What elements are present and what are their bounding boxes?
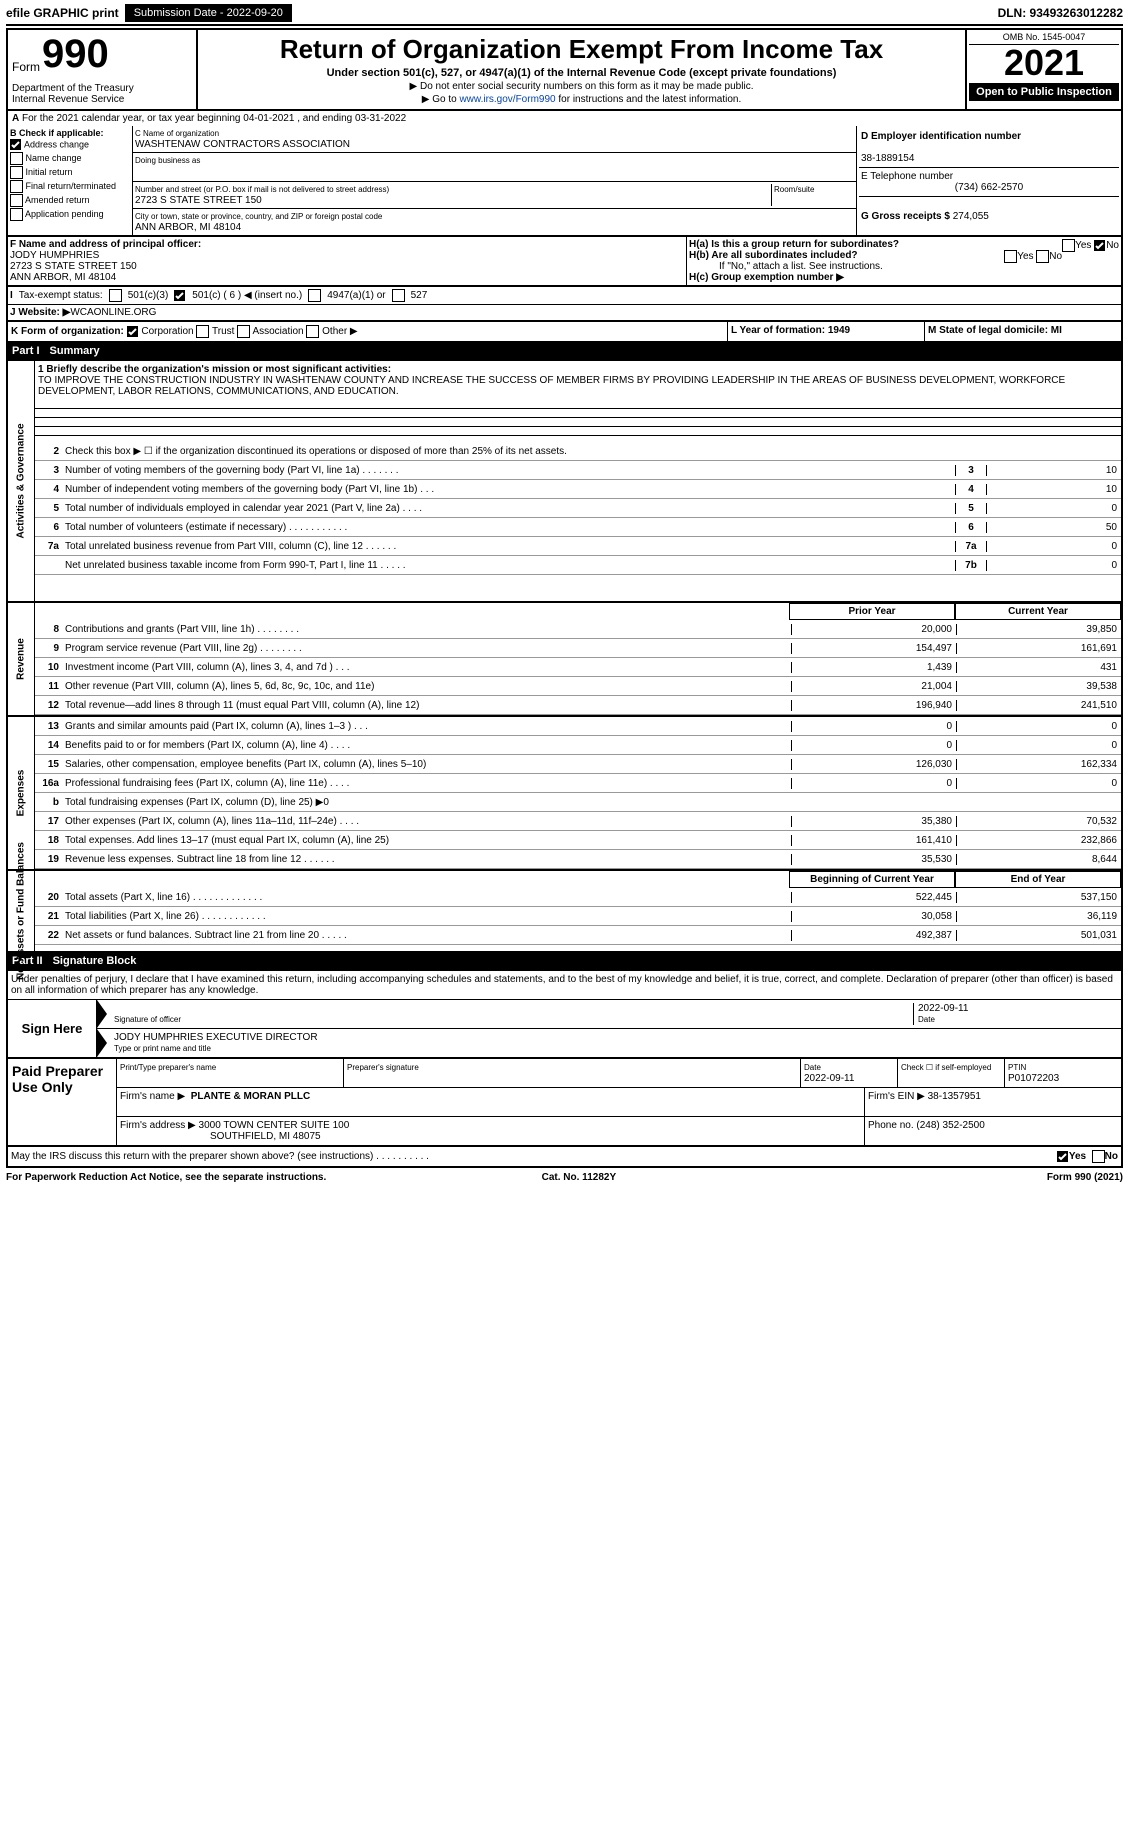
state-domicile: M State of legal domicile: MI — [924, 322, 1121, 341]
ein: 38-1889154 — [861, 153, 914, 164]
footer-form: Form 990 (2021) — [1047, 1172, 1123, 1183]
ha-no-checked[interactable] — [1094, 240, 1106, 252]
sig-date: 2022-09-11 — [918, 1003, 968, 1014]
hb-no[interactable] — [1036, 250, 1049, 263]
ha-yes[interactable] — [1062, 239, 1075, 252]
part2-header: Part II Signature Block — [6, 953, 1123, 969]
city: ANN ARBOR, MI 48104 — [135, 222, 241, 233]
col-prior: Prior Year — [789, 603, 955, 620]
k-trust[interactable] — [196, 325, 209, 338]
col-current: Current Year — [955, 603, 1121, 620]
4947-box[interactable] — [308, 289, 321, 302]
firm-addr1: 3000 TOWN CENTER SUITE 100 — [199, 1120, 350, 1131]
vlabel-gov: Activities & Governance — [16, 423, 27, 538]
website-url[interactable]: WCAONLINE.ORG — [70, 307, 156, 318]
k-assoc[interactable] — [237, 325, 250, 338]
form-number: 990 — [42, 34, 109, 74]
col-begin: Beginning of Current Year — [789, 871, 955, 888]
checkbox-initial-return[interactable] — [10, 166, 23, 179]
checkbox-name-change[interactable] — [10, 152, 23, 165]
firm-phone: (248) 352-2500 — [916, 1120, 984, 1131]
org-name: WASHTENAW CONTRACTORS ASSOCIATION — [135, 139, 350, 150]
part1-header: Part I Summary — [6, 343, 1123, 359]
arrow-icon — [97, 1029, 107, 1057]
irs-link[interactable]: www.irs.gov/Form990 — [459, 94, 555, 105]
may-discuss: May the IRS discuss this return with the… — [11, 1151, 429, 1162]
checkbox-app-pending[interactable] — [10, 208, 23, 221]
note2-pre: ▶ Go to — [422, 94, 460, 105]
form-note1: ▶ Do not enter social security numbers o… — [202, 81, 961, 92]
efile-label: efile GRAPHIC print — [6, 6, 119, 20]
open-public-badge: Open to Public Inspection — [969, 83, 1119, 101]
ptin: P01072203 — [1008, 1073, 1059, 1084]
may-no[interactable] — [1092, 1150, 1105, 1163]
col-end: End of Year — [955, 871, 1121, 888]
prep-date: 2022-09-11 — [804, 1073, 854, 1084]
footer-cat: Cat. No. 11282Y — [542, 1172, 616, 1183]
gross-receipts: 274,055 — [953, 211, 989, 222]
submission-date-button[interactable]: Submission Date - 2022-09-20 — [125, 4, 292, 22]
k-other[interactable] — [306, 325, 319, 338]
firm-ein: 38-1357951 — [928, 1091, 981, 1102]
sign-here-label: Sign Here — [8, 1000, 97, 1057]
firm-name: PLANTE & MORAN PLLC — [191, 1091, 310, 1102]
k-corporation-checked[interactable] — [127, 326, 139, 338]
dln-label: DLN: 93493263012282 — [998, 6, 1123, 20]
tax-year: 2021 — [969, 45, 1119, 81]
checkbox-final-return[interactable] — [10, 180, 23, 193]
mission-text: TO IMPROVE THE CONSTRUCTION INDUSTRY IN … — [38, 375, 1065, 397]
dept-label: Department of the Treasury Internal Reve… — [12, 83, 192, 105]
501c-checked[interactable] — [174, 290, 186, 302]
phone: (734) 662-2570 — [861, 182, 1117, 193]
note2-post: for instructions and the latest informat… — [556, 94, 742, 105]
form-word: Form — [12, 60, 40, 74]
vlabel-net: Net Assets or Fund Balances — [16, 842, 27, 980]
year-formation: L Year of formation: 1949 — [727, 322, 924, 341]
may-yes-checked[interactable] — [1057, 1151, 1069, 1163]
street: 2723 S STATE STREET 150 — [135, 195, 262, 206]
declaration: Under penalties of perjury, I declare th… — [8, 971, 1121, 1000]
hb-yes[interactable] — [1004, 250, 1017, 263]
501c3-box[interactable] — [109, 289, 122, 302]
form-subtitle: Under section 501(c), 527, or 4947(a)(1)… — [202, 67, 961, 79]
form-title: Return of Organization Exempt From Incom… — [202, 34, 961, 65]
officer-name: JODY HUMPHRIES — [10, 250, 99, 261]
period-line: A For the 2021 calendar year, or tax yea… — [6, 111, 1123, 126]
vlabel-rev: Revenue — [16, 638, 27, 680]
checkbox-address-change[interactable] — [10, 139, 22, 151]
header: Form 990 Department of the Treasury Inte… — [6, 28, 1123, 111]
vlabel-exp: Expenses — [16, 770, 27, 817]
checkbox-amended[interactable] — [10, 194, 23, 207]
firm-addr2: SOUTHFIELD, MI 48075 — [120, 1131, 321, 1142]
footer-left: For Paperwork Reduction Act Notice, see … — [6, 1172, 326, 1183]
arrow-icon — [97, 1000, 107, 1028]
paid-preparer-label: Paid Preparer Use Only — [8, 1059, 117, 1145]
check-applicable: B Check if applicable: Address change Na… — [8, 126, 133, 235]
line2: Check this box ▶ ☐ if the organization d… — [63, 444, 1121, 459]
527-box[interactable] — [392, 289, 405, 302]
officer-printed: JODY HUMPHRIES EXECUTIVE DIRECTOR — [114, 1032, 318, 1043]
officer-addr1: 2723 S STATE STREET 150 — [10, 261, 137, 272]
officer-addr2: ANN ARBOR, MI 48104 — [10, 272, 116, 283]
